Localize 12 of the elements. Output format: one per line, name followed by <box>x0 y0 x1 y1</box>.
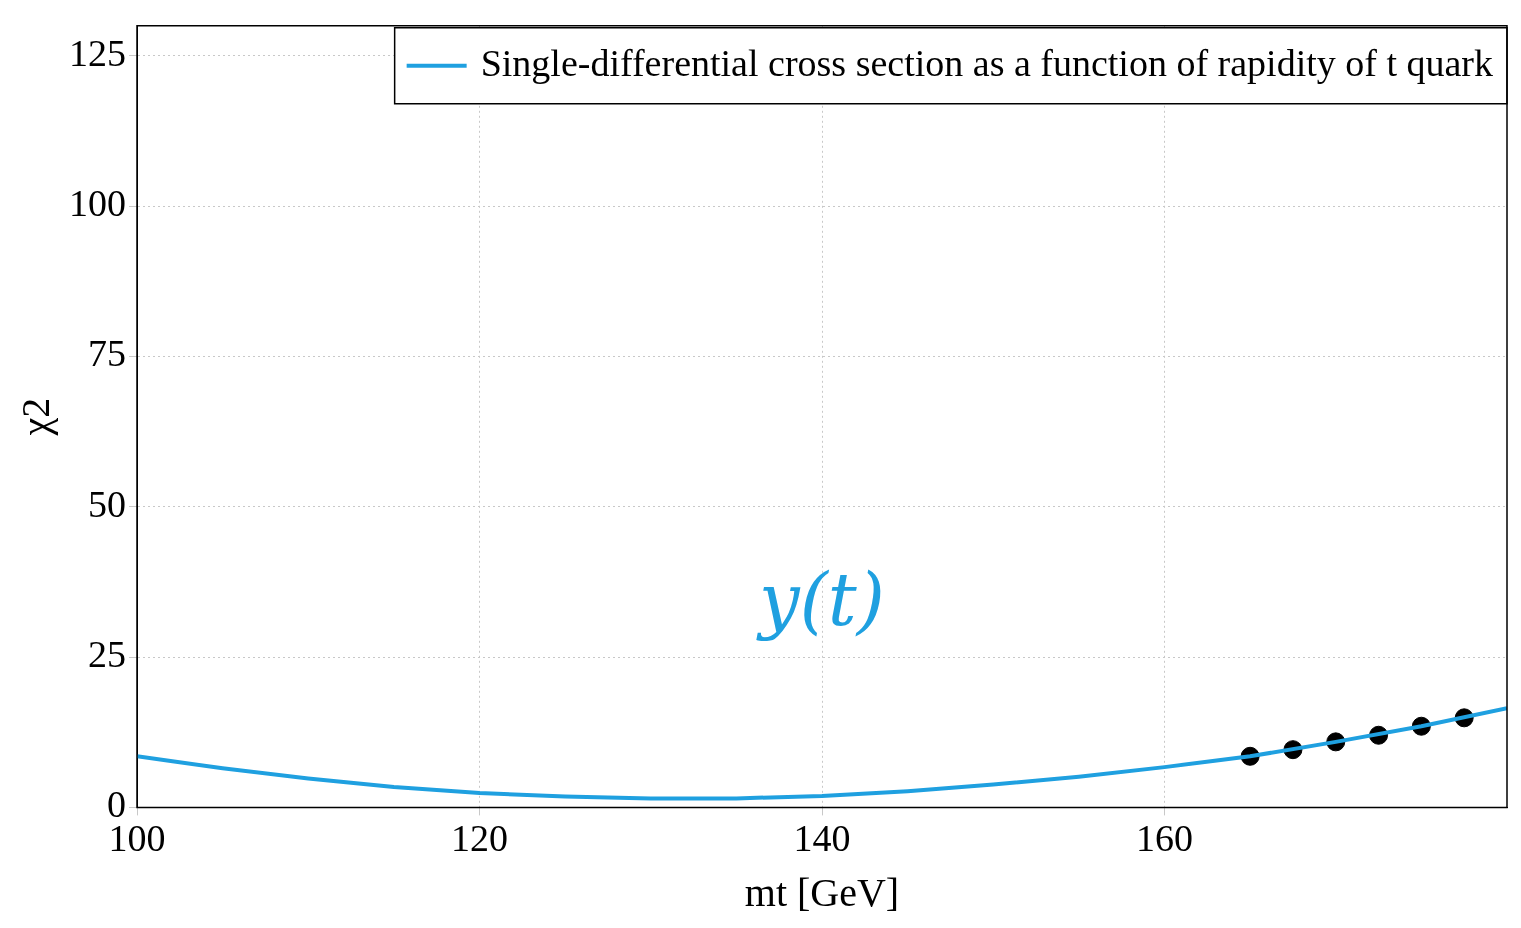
x-tick-label: 160 <box>1136 817 1193 860</box>
y-tick-label: 25 <box>88 633 126 676</box>
x-tick-label: 120 <box>451 817 508 860</box>
y-tick-label: 0 <box>107 783 126 826</box>
legend-label: Single-differential cross section as a function of rapidity of t quark <box>480 41 1493 84</box>
y-axis-title: χ2 <box>12 397 58 437</box>
x-axis-title: mt [GeV] <box>744 869 900 915</box>
y-tick-label: 125 <box>69 31 126 74</box>
y-tick-label: 100 <box>69 182 126 225</box>
x-tick-label: 140 <box>793 817 851 860</box>
y-tick-label: 75 <box>88 332 126 375</box>
y-tick-label: 50 <box>88 482 126 525</box>
